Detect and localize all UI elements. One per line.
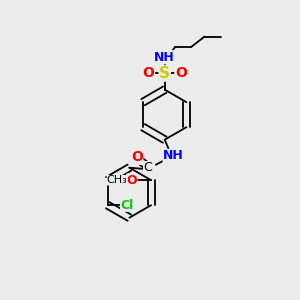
- Text: Cl: Cl: [120, 199, 134, 212]
- Text: O: O: [131, 150, 143, 164]
- Text: NH: NH: [163, 149, 184, 162]
- Text: NH: NH: [154, 51, 175, 64]
- Text: CH₃: CH₃: [107, 175, 128, 185]
- Text: O: O: [175, 66, 187, 80]
- Text: O: O: [142, 66, 154, 80]
- Text: S: S: [159, 66, 170, 81]
- Text: O: O: [127, 174, 137, 187]
- Text: C: C: [143, 161, 152, 174]
